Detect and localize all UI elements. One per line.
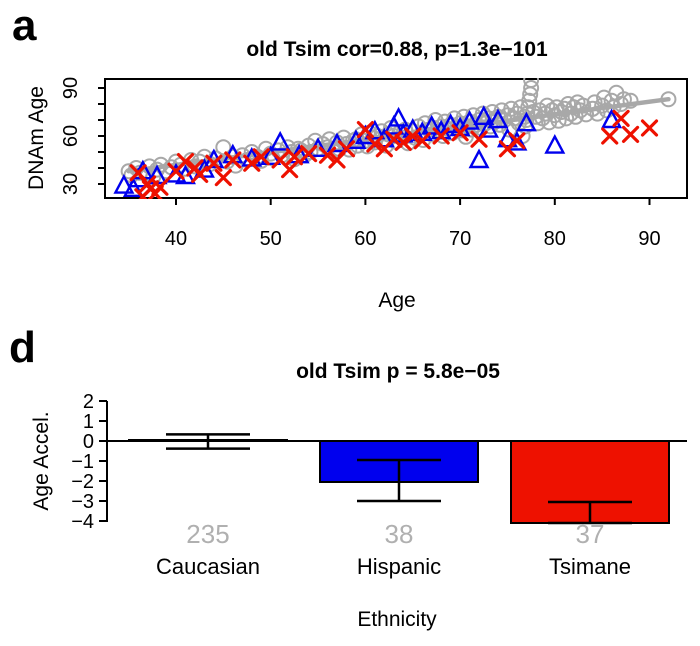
panel-d-y-axis-label: Age Accel. bbox=[30, 411, 53, 511]
panel-d-x-axis-label: Ethnicity bbox=[357, 608, 437, 631]
bar-chart: 210−1−2−3−4 235 38 37 Caucasian Hispanic Tsima… bbox=[71, 391, 687, 579]
data-point-circle bbox=[603, 92, 620, 109]
data-point-triangle bbox=[478, 118, 500, 138]
data-point-x bbox=[299, 145, 318, 163]
bar-y-axis-tick-label: 2 bbox=[83, 391, 94, 413]
sample-count-label: 37 bbox=[576, 519, 605, 549]
panel-d-title: old Tsim p = 5.8e−05 bbox=[296, 360, 500, 383]
panel-d-letter: d bbox=[9, 323, 36, 372]
data-point-x bbox=[151, 178, 169, 196]
data-point-circle bbox=[539, 97, 556, 114]
scatter-axes: 40 50 60 70 80 90 30 60 90 bbox=[60, 77, 661, 250]
data-point-triangle bbox=[468, 148, 490, 169]
error-bar-caucasian bbox=[166, 433, 250, 450]
error-bar-hispanic bbox=[357, 458, 441, 503]
data-point-x bbox=[205, 154, 223, 172]
data-point-x bbox=[612, 109, 630, 127]
data-point-triangle bbox=[459, 110, 481, 130]
data-point-circle bbox=[615, 91, 632, 108]
data-point-triangle bbox=[440, 113, 462, 134]
data-point-circle bbox=[215, 139, 232, 156]
scatter-series-tsimane bbox=[129, 109, 659, 199]
category-label: Hispanic bbox=[357, 554, 441, 579]
category-label: Caucasian bbox=[156, 554, 260, 579]
data-point-x bbox=[281, 161, 299, 179]
panel-a-title: old Tsim cor=0.88, p=1.3e−101 bbox=[246, 38, 548, 61]
scatter-data bbox=[113, 78, 677, 199]
error-bar-tsimane bbox=[548, 500, 632, 525]
data-point-triangle bbox=[487, 108, 509, 129]
x-axis-tick-label: 50 bbox=[260, 228, 282, 250]
data-point-x bbox=[356, 121, 374, 139]
data-point-x bbox=[413, 132, 431, 150]
data-point-x bbox=[318, 146, 337, 164]
bar-y-axis-tick-label: 0 bbox=[83, 431, 94, 453]
data-point-triangle bbox=[544, 134, 566, 154]
data-point-x bbox=[601, 127, 619, 145]
panel-a-x-axis-label: Age bbox=[378, 289, 416, 312]
data-point-triangle bbox=[345, 129, 367, 150]
sample-count-label: 235 bbox=[186, 519, 229, 549]
bar-y-axis-tick-label: −4 bbox=[71, 511, 94, 533]
bar-y-axis-tick-label: −3 bbox=[71, 491, 94, 513]
data-point-circle bbox=[660, 91, 677, 108]
data-point-x bbox=[243, 154, 261, 172]
panel-a-y-axis-label: DNAm Age bbox=[25, 86, 48, 190]
scatter-plot-frame bbox=[104, 78, 688, 199]
data-point-x bbox=[366, 135, 384, 153]
data-point-triangle bbox=[122, 177, 144, 198]
data-point-x bbox=[432, 127, 450, 145]
data-point-x bbox=[214, 169, 232, 187]
data-point-triangle bbox=[388, 106, 410, 127]
panel-a-letter: a bbox=[12, 1, 37, 50]
bar-y-axis-tick-label: −1 bbox=[71, 451, 94, 473]
x-axis-tick-label: 80 bbox=[544, 228, 566, 250]
y-axis-tick-label: 30 bbox=[60, 173, 82, 195]
data-point-circle bbox=[594, 97, 611, 114]
data-point-triangle bbox=[515, 111, 537, 132]
data-point-x bbox=[451, 124, 469, 142]
data-point-x bbox=[470, 130, 488, 148]
data-point-triangle bbox=[364, 119, 386, 140]
data-point-circle bbox=[575, 97, 592, 114]
x-axis-tick-label: 70 bbox=[449, 228, 471, 250]
data-point-x bbox=[404, 127, 422, 145]
bar-y-axis-tick-label: −2 bbox=[71, 471, 94, 493]
data-point-triangle bbox=[269, 130, 291, 151]
data-point-x bbox=[394, 133, 412, 151]
data-point-x bbox=[252, 148, 270, 166]
x-axis-tick-label: 40 bbox=[165, 228, 187, 250]
sample-count-label: 38 bbox=[385, 519, 414, 549]
data-point-triangle bbox=[113, 174, 135, 194]
data-point-x bbox=[285, 148, 303, 166]
y-axis-tick-label: 60 bbox=[60, 125, 82, 147]
data-point-x bbox=[385, 130, 403, 148]
data-point-x bbox=[508, 132, 526, 150]
data-point-circle bbox=[589, 105, 606, 122]
data-point-circle bbox=[523, 78, 540, 88]
data-point-x bbox=[337, 140, 356, 158]
data-point-x bbox=[224, 151, 242, 169]
data-point-x bbox=[621, 125, 640, 143]
bar-y-axis-tick-label: 1 bbox=[83, 411, 94, 433]
data-point-circle bbox=[523, 80, 540, 96]
data-point-x bbox=[176, 153, 195, 171]
x-axis-tick-label: 60 bbox=[354, 228, 376, 250]
data-point-x bbox=[640, 119, 659, 137]
x-axis-tick-label: 90 bbox=[638, 228, 660, 250]
category-label: Tsimane bbox=[549, 554, 631, 579]
data-point-x bbox=[191, 165, 209, 183]
y-axis-tick-label: 90 bbox=[60, 77, 82, 99]
data-point-triangle bbox=[601, 108, 623, 129]
data-point-circle bbox=[586, 94, 603, 111]
data-point-triangle bbox=[421, 114, 443, 135]
data-point-triangle bbox=[473, 105, 495, 126]
data-point-triangle bbox=[496, 127, 518, 148]
data-point-circle bbox=[622, 92, 639, 109]
